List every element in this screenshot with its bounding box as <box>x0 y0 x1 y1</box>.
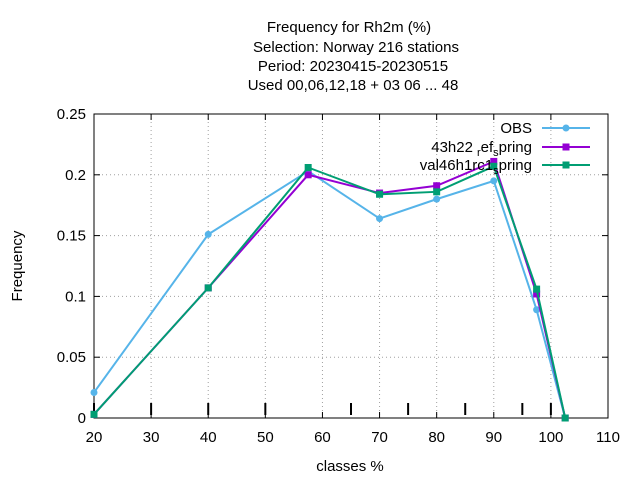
title-line-4: Used 00,06,12,18 + 03 06 ... 48 <box>248 77 459 94</box>
legend: OBS 43h22 refspring val46h1rc1spring <box>420 120 590 177</box>
series-line-0 <box>93 169 567 419</box>
y-tick-label: 0 <box>78 410 86 427</box>
data-point-0 <box>533 306 541 314</box>
data-point-2 <box>490 162 498 170</box>
x-tick-label: 20 <box>86 429 103 446</box>
legend-label-val46h1rc1: val46h1rc1spring <box>420 157 532 177</box>
legend-43h22-part-5: pring <box>499 139 532 156</box>
x-tick-label: 70 <box>371 429 388 446</box>
y-tick-label: 0.25 <box>57 106 86 123</box>
x-tick-label: 50 <box>257 429 274 446</box>
x-tick-label: 30 <box>143 429 160 446</box>
data-point-2 <box>433 188 441 196</box>
x-axis-label: classes % <box>316 458 384 475</box>
legend-samples <box>542 124 590 169</box>
title-line-1: Frequency for Rh2m (%) <box>267 19 431 36</box>
legend-val46-part-1: val46h1rc1 <box>420 157 493 174</box>
legend-43h22-part-4: s <box>493 147 499 159</box>
data-point-2 <box>561 414 569 422</box>
title-line-2: Selection: Norway 216 stations <box>253 39 459 56</box>
y-tick-label: 0.2 <box>65 167 86 184</box>
title-line-3: Period: 20230415-20230515 <box>258 58 448 75</box>
data-point-2 <box>90 410 98 418</box>
data-point-2 <box>533 285 541 293</box>
y-tick-label: 0.15 <box>57 228 86 245</box>
x-tick-label: 60 <box>314 429 331 446</box>
y-tick-label: 0.05 <box>57 349 86 366</box>
data-point-2 <box>204 284 212 292</box>
y-tick-label: 0.1 <box>65 288 86 305</box>
legend-label-obs: OBS <box>500 120 532 137</box>
data-point-1 <box>304 171 312 179</box>
x-tick-label: 100 <box>538 429 563 446</box>
legend-43h22-part-1: 43h22 <box>431 139 473 156</box>
axes: 20 30 40 50 60 70 80 90 100 110 0 0.05 0.1 0.15 0.2 0.2… <box>57 106 620 446</box>
data-point-1 <box>533 290 541 298</box>
series-0 <box>90 167 569 422</box>
data-point-1 <box>433 182 441 190</box>
grid <box>94 114 608 418</box>
series-1 <box>90 157 569 422</box>
legend-marker-0 <box>562 124 570 132</box>
legend-marker-2 <box>562 161 570 169</box>
x-tick-label: 110 <box>596 429 620 446</box>
series-line-2 <box>93 164 567 419</box>
data-point-0 <box>376 215 384 223</box>
data-point-1 <box>490 157 498 165</box>
data-point-0 <box>90 388 98 396</box>
series-2 <box>90 162 569 422</box>
x-tick-label: 80 <box>428 429 445 446</box>
series-lines <box>90 157 569 422</box>
chart-title: Frequency for Rh2m (%) Selection: Norway… <box>248 19 459 94</box>
data-point-0 <box>204 230 212 238</box>
data-point-0 <box>490 177 498 185</box>
legend-43h22-part-3: ef <box>481 139 494 156</box>
legend-marker-1 <box>562 143 570 151</box>
series-line-1 <box>93 160 567 419</box>
legend-val46-part-2: s <box>493 165 499 177</box>
legend-val46-part-3: pring <box>499 157 532 174</box>
x-tick-label: 90 <box>485 429 502 446</box>
plot-frame <box>93 113 609 419</box>
data-point-0 <box>433 195 441 203</box>
data-point-2 <box>376 190 384 198</box>
data-point-2 <box>304 164 312 172</box>
x-tick-label: 40 <box>200 429 217 446</box>
legend-43h22-part-2: r <box>477 147 481 159</box>
y-axis-label: Frequency <box>9 230 26 301</box>
legend-label-43h22: 43h22 refspring <box>431 139 532 159</box>
